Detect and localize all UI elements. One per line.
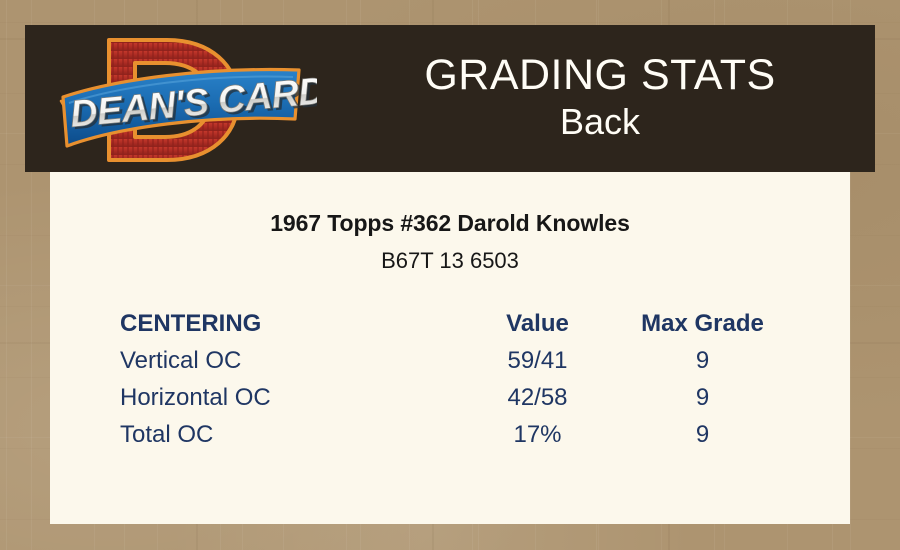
row-label-vertical-oc: Vertical OC — [120, 347, 242, 374]
table-row: Vertical OC 59/41 9 — [120, 342, 780, 379]
page-title: GRADING STATS — [424, 51, 776, 100]
column-header-max-grade: Max Grade — [641, 310, 764, 337]
table-row: Total OC 17% 9 — [120, 416, 780, 453]
row-value-vertical-oc: 59/41 — [507, 347, 568, 374]
row-label-horizontal-oc: Horizontal OC — [120, 384, 271, 411]
header-text-block: GRADING STATS Back — [325, 25, 875, 172]
column-header-centering: CENTERING — [120, 310, 262, 337]
row-value-horizontal-oc: 42/58 — [507, 384, 568, 411]
card-code: B67T 13 6503 — [381, 248, 519, 273]
row-max-grade-total-oc: 9 — [695, 421, 710, 448]
header-bar: DEAN'S CARDS DEAN'S CARDS GRADING STATS … — [25, 25, 875, 172]
column-header-value: Value — [506, 310, 569, 337]
row-value-total-oc: 17% — [513, 421, 562, 448]
content-panel: 1967 Topps #362 Darold Knowles B67T 13 6… — [50, 172, 850, 524]
card-title: 1967 Topps #362 Darold Knowles — [270, 210, 630, 236]
row-max-grade-horizontal-oc: 9 — [695, 384, 710, 411]
table-row: Horizontal OC 42/58 9 — [120, 379, 780, 416]
row-label-total-oc: Total OC — [120, 421, 214, 448]
table-header-row: CENTERING Value Max Grade — [120, 305, 780, 342]
deans-cards-logo[interactable]: DEAN'S CARDS DEAN'S CARDS — [47, 27, 317, 170]
row-max-grade-vertical-oc: 9 — [695, 347, 710, 374]
grading-stats-table: CENTERING Value Max Grade Vertical OC 59… — [120, 305, 780, 453]
page-subtitle: Back — [559, 101, 641, 143]
